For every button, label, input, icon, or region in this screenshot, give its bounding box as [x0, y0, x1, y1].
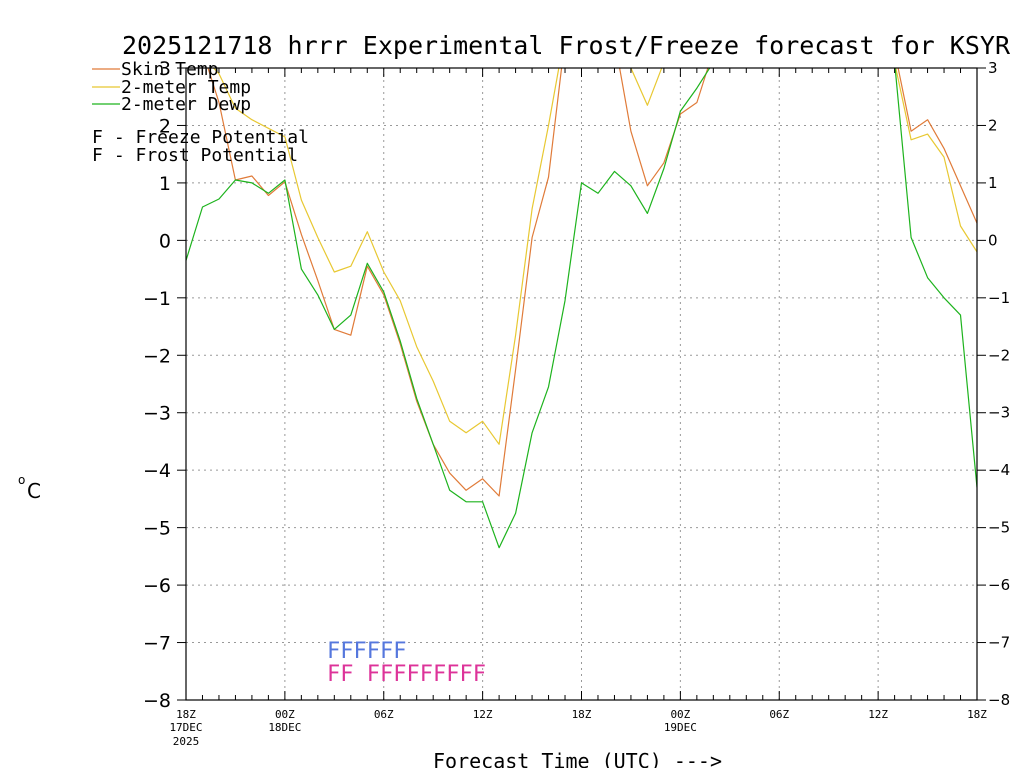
y-tick-label-left: −6 — [143, 575, 171, 597]
x-tick-label: 18Z — [176, 708, 196, 721]
potential-rows: FFFFFF FF FFFFFFFFF — [327, 639, 486, 687]
y-tick-label-left: 2 — [159, 115, 171, 137]
x-axis-label: Forecast Time (UTC) ---> — [433, 749, 722, 768]
x-tick-label: 12Z — [473, 708, 493, 721]
y-axis-unit: C — [27, 479, 41, 503]
series-line-skin-temp — [207, 68, 977, 497]
y-tick-label-right: 3 — [988, 59, 998, 77]
legend-item-skin-temp: Skin Temp — [92, 59, 219, 80]
y-tick-label-right: −4 — [988, 461, 1010, 479]
legend-label-2m-temp: 2-meter Temp — [121, 77, 251, 98]
x-tick-sublabel: 17DEC — [169, 721, 202, 734]
x-tick-label: 12Z — [868, 708, 888, 721]
y-tick-label-left: −4 — [143, 460, 171, 482]
legend-freeze-letter: F — [92, 127, 103, 148]
legend-label-skin-temp: Skin Temp — [121, 59, 219, 80]
y-tick-label-left: −7 — [143, 633, 171, 655]
y-tick-label-left: 1 — [159, 173, 171, 195]
series-layer — [186, 68, 977, 549]
y-tick-label-left: 3 — [159, 58, 171, 80]
y-tick-label-left: −1 — [143, 288, 171, 310]
legend-frost: F - Frost Potential — [92, 145, 298, 166]
y-tick-label-right: −5 — [988, 519, 1010, 537]
y-tick-label-left: 0 — [159, 230, 171, 252]
y-tick-label-right: −1 — [988, 289, 1010, 307]
legend-freeze: F - Freeze Potential — [92, 127, 309, 148]
x-tick-sublabel: 2025 — [173, 735, 200, 748]
y-tick-label-right: −7 — [988, 634, 1010, 652]
legend-item-2m-dewp: 2-meter Dewp — [92, 94, 251, 115]
x-tick-label: 06Z — [374, 708, 394, 721]
y-axis-label: o C — [18, 473, 41, 503]
y-tick-label-right: 2 — [988, 116, 998, 134]
legend-frost-label: - Frost Potential — [103, 145, 298, 166]
y-tick-label-left: −3 — [143, 403, 171, 425]
frost-potential-row: FFFFFF — [327, 639, 406, 664]
y-tick-label-left: −8 — [143, 690, 171, 712]
y-axis-degree: o — [18, 473, 25, 487]
plot-frame — [185, 67, 978, 701]
x-tick-sublabel: 18DEC — [268, 721, 301, 734]
x-tick-label: 18Z — [572, 708, 592, 721]
x-tick-label: 00Z — [670, 708, 690, 721]
y-tick-label-right: 0 — [988, 231, 998, 249]
freeze-potential-row: FF FFFFFFFFF — [327, 662, 486, 687]
legend-frost-letter: F — [92, 145, 103, 166]
y-tick-label-left: −5 — [143, 518, 171, 540]
y-tick-label-left: −2 — [143, 345, 171, 367]
series-line-2-meter-temp — [212, 68, 977, 445]
x-tick-sublabel: 19DEC — [664, 721, 697, 734]
axis-ticks — [177, 67, 986, 701]
y-tick-label-right: −8 — [988, 691, 1010, 709]
y-tick-label-right: 1 — [988, 174, 998, 192]
x-tick-label: 00Z — [275, 708, 295, 721]
y-tick-label-right: −2 — [988, 346, 1010, 364]
legend-item-2m-temp: 2-meter Temp — [92, 77, 251, 98]
x-tick-label: 18Z — [967, 708, 987, 721]
legend-label-2m-dewp: 2-meter Dewp — [121, 94, 251, 115]
grid — [186, 68, 977, 700]
legend: Skin Temp 2-meter Temp 2-meter Dewp F - … — [92, 59, 309, 166]
y-tick-label-right: −3 — [988, 404, 1010, 422]
y-tick-label-right: −6 — [988, 576, 1010, 594]
chart-title: 2025121718 hrrr Experimental Frost/Freez… — [122, 31, 1011, 60]
legend-freeze-label: - Freeze Potential — [103, 127, 309, 148]
y-tick-labels: 3 3 2 2 1 1 0 0 −1 −1 −2 −2 −3 −3 −4 −4 −5 −5 −6 −6 −7 −7 −8 −8 — [143, 58, 1010, 712]
series-line-2-meter-dewp — [186, 68, 977, 549]
x-tick-label: 06Z — [769, 708, 789, 721]
